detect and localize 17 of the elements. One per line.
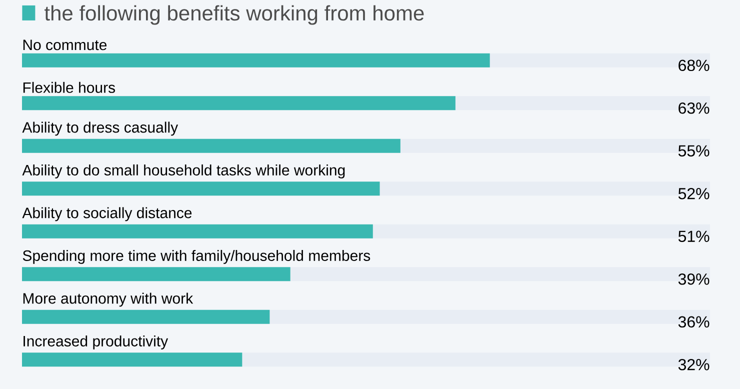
y-tick-label: Flexible hours [23,82,115,93]
y-tick-label: Ability to socially distance [22,207,192,222]
data-label: 55% [678,145,710,157]
data-label: 51% [678,230,710,242]
y-tick-label: Spending more time with family/household members [22,250,370,264]
y-tick-label: Increased productivity [24,335,168,350]
y-tick-label: No commute [23,40,107,50]
y-tick-label: Ability to do small household tasks while working [22,164,345,178]
legend-label: the following benefits working from home [44,5,424,25]
data-label: 63% [678,102,710,114]
data-label: 36% [678,316,710,328]
y-tick-label: Ability to dress casually [22,122,178,136]
data-label: 52% [678,188,710,200]
data-label: 68% [678,60,710,72]
y-tick-label: More autonomy with work [23,292,194,307]
data-label: 39% [678,273,710,285]
data-label: 32% [678,358,710,370]
